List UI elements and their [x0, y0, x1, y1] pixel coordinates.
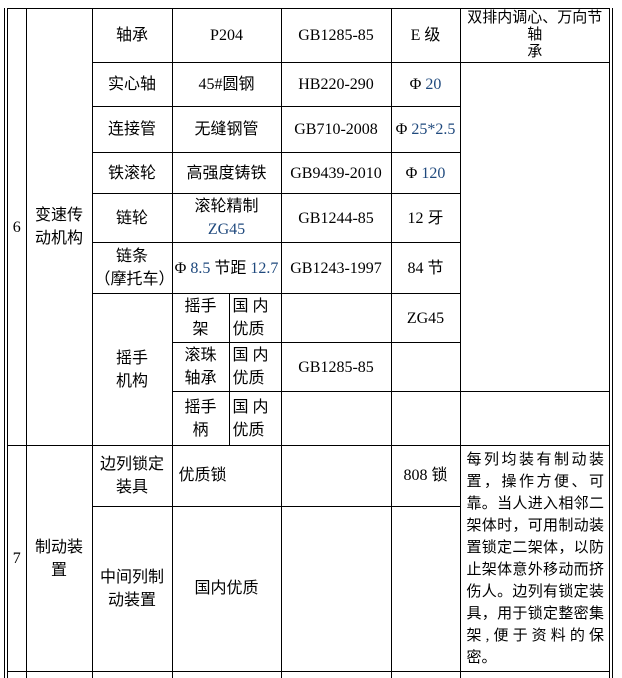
phi-symbol: Φ [174, 259, 191, 277]
cutoff-cell [280, 671, 392, 678]
cell-middle-brake-grade [390, 505, 461, 673]
cell-bearing-part: 轴承 [91, 8, 173, 63]
cell-connect-pipe-standard: GB710-2008 [280, 106, 392, 153]
cutoff-cell [25, 671, 93, 678]
table-row: 链条 （摩托车） Φ 8.5 节距 12.7 GB1243-1997 84 节 [6, 242, 611, 294]
cell-sprocket-standard: GB1244-85 [280, 193, 392, 243]
table-row: 6 变速传 动机构 轴承 P204 GB1285-85 E 级 双排内调心、万向… [5, 8, 612, 446]
cutoff-cell [5, 671, 27, 678]
cell-crank-frame-standard [280, 293, 392, 343]
phi-symbol: Φ [395, 121, 412, 138]
table-row: 连接管 无缝钢管 GB710-2008 Φ 25*2.5 [6, 106, 611, 153]
table-row-cutoff [5, 671, 612, 678]
cell-connect-pipe-part: 连接管 [91, 106, 173, 153]
spec-text: 滚轮精制 [194, 198, 259, 215]
cell-crank-ball-bearing-quality: 国 内 优质 [228, 342, 282, 392]
cell-section6-category: 变速传 动机构 [25, 8, 93, 446]
cutoff-cell [390, 671, 461, 678]
cell-crank-handle-grade [390, 391, 461, 446]
cell-bearing-grade: E 级 [390, 8, 461, 63]
cell-crank-frame-quality: 国 内 优质 [228, 293, 282, 343]
cell-sprocket-part: 链轮 [91, 193, 173, 243]
table-row: 滚珠 轴承 国 内 优质 GB1285-85 [6, 342, 611, 392]
cell-section7-no: 7 [5, 445, 27, 672]
cell-sprocket-grade: 12 牙 [390, 193, 461, 243]
cell-solid-shaft-grade: Φ 20 [390, 62, 461, 107]
table-row: 7 制动装 置 边列锁定 装具 优质锁 808 锁 每列均装有制动装置，操作方便… [5, 445, 612, 672]
cell-crank-ball-bearing-part: 滚珠 轴承 [171, 342, 230, 392]
cell-chain-grade: 84 节 [390, 242, 461, 294]
spec-value: 8.5 [190, 259, 211, 277]
cell-bearing-spec: P204 [171, 8, 282, 63]
cell-edge-lock-spec: 优质锁 [171, 445, 282, 507]
cell-crank-frame-grade: ZG45 [390, 293, 461, 343]
specification-table: 6 变速传 动机构 轴承 P204 GB1285-85 E 级 双排内调心、万向… [4, 8, 613, 678]
cell-section7-note: 每列均装有制动装置，操作方便、可靠。当人进入相邻二架体时，可用制动装置锁定二架体… [459, 445, 612, 672]
phi-symbol: Φ [409, 76, 426, 93]
cell-chain-spec: Φ 8.5 节距 12.7 [171, 242, 282, 294]
cell-connect-pipe-grade: Φ 25*2.5 [390, 106, 461, 153]
cell-iron-roller-part: 铁滚轮 [91, 152, 173, 194]
cell-crank-handle-note [459, 391, 612, 446]
cell-middle-brake-part: 中间列制 动装置 [91, 505, 173, 673]
phi-symbol: Φ [405, 164, 422, 182]
cell-iron-roller-standard: GB9439-2010 [280, 152, 392, 194]
cell-chain-part: 链条 （摩托车） [91, 242, 173, 294]
grade-value: 25*2.5 [411, 121, 456, 138]
cell-crank-frame-part: 摇手 架 [171, 293, 230, 343]
cell-crank-handle-quality: 国 内 优质 [228, 391, 282, 446]
table-row: 铁滚轮 高强度铸铁 GB9439-2010 Φ 120 [6, 152, 611, 194]
cell-crank-handle-part: 摇手 柄 [171, 391, 230, 446]
cell-edge-lock-grade: 808 锁 [390, 445, 461, 507]
cell-solid-shaft-spec: 45#圆钢 [171, 62, 282, 107]
cell-section6-no: 6 [5, 8, 27, 446]
table-row: 链轮 滚轮精制 ZG45 GB1244-85 12 牙 [6, 193, 611, 243]
cutoff-cell [91, 671, 173, 678]
spec-value: ZG45 [207, 221, 246, 238]
cell-iron-roller-grade: Φ 120 [390, 152, 461, 194]
cutoff-cell [459, 671, 612, 678]
cell-section6-note-merged [459, 62, 612, 392]
spec-value: 12.7 [250, 259, 279, 277]
cell-edge-lock-part: 边列锁定 装具 [91, 445, 173, 507]
cell-crank-ball-bearing-standard: GB1285-85 [280, 342, 392, 392]
cell-iron-roller-spec: 高强度铸铁 [171, 152, 282, 194]
cutoff-cell [171, 671, 282, 678]
table-row: 摇手 柄 国 内 优质 [6, 391, 612, 446]
cell-connect-pipe-spec: 无缝钢管 [171, 106, 282, 153]
cell-crank-part: 摇手 机构 [91, 293, 173, 446]
cell-sprocket-spec: 滚轮精制 ZG45 [171, 193, 282, 243]
cell-solid-shaft-part: 实心轴 [91, 62, 173, 107]
cell-bearing-standard: GB1285-85 [280, 8, 392, 63]
cell-chain-standard: GB1243-1997 [280, 242, 392, 294]
cell-edge-lock-standard [280, 445, 392, 507]
spec-text: 节距 [210, 259, 251, 277]
table-row: 实心轴 45#圆钢 HB220-290 Φ 20 [6, 62, 612, 392]
grade-value: 120 [421, 164, 446, 182]
cell-bearing-note: 双排内调心、万向节轴 承 [459, 8, 612, 63]
cell-crank-ball-bearing-grade [390, 342, 461, 392]
cell-section7-category: 制动装 置 [25, 445, 93, 672]
cell-middle-brake-spec: 国内优质 [171, 505, 282, 673]
cell-crank-handle-standard [280, 391, 392, 446]
cell-solid-shaft-standard: HB220-290 [280, 62, 392, 107]
grade-value: 20 [425, 76, 442, 93]
cell-middle-brake-standard [280, 505, 392, 673]
